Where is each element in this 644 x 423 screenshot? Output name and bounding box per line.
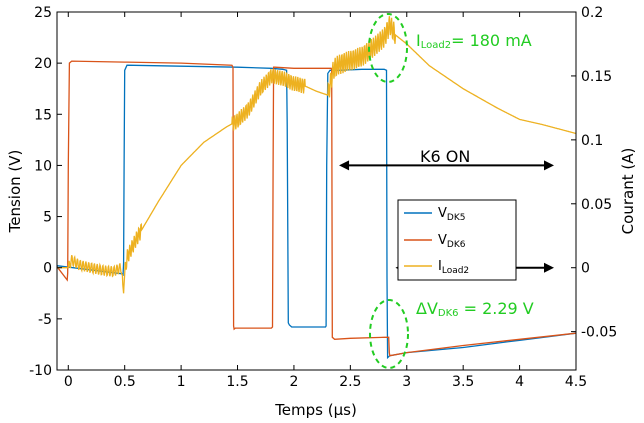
- y-left-tick-label: 10: [34, 158, 52, 174]
- iload-highlight-ellipse: [368, 13, 408, 83]
- k6-on-label: K6 ON: [420, 147, 470, 166]
- x-tick-label: 1: [177, 374, 186, 390]
- legend-label-vdk6: VDK6: [438, 233, 466, 250]
- iload-note: ILoad2= 180 mA: [416, 31, 532, 51]
- k5-on-arrow-head-right: [544, 262, 554, 273]
- legend-label-vdk5: VDK5: [438, 206, 465, 223]
- y-left-tick-label: 25: [34, 5, 52, 21]
- k6-on-arrow-head-right: [544, 160, 554, 171]
- y-left-tick-label: -5: [38, 312, 52, 328]
- x-tick-label: 3: [402, 374, 411, 390]
- iload-note-sub: Load2: [421, 40, 451, 51]
- k6-on-arrow-head-left: [339, 160, 350, 171]
- x-tick-label: 0: [64, 374, 73, 390]
- iload-note-value: = 180 mA: [451, 31, 532, 50]
- legend-label-iload2: ILoad2: [438, 259, 469, 276]
- iload-note-main: I: [416, 31, 421, 50]
- y-left-tick-label: 5: [43, 210, 52, 226]
- dv-note: ΔVDK6 = 2.29 V: [416, 299, 534, 319]
- x-tick-label: 4: [515, 374, 524, 390]
- series-line-i-load2: [57, 16, 577, 294]
- y-left-tick-label: 20: [34, 56, 52, 72]
- y-right-tick-label: 0.15: [581, 69, 612, 85]
- dv-note-sub: DK6: [438, 308, 459, 319]
- y-right-tick-label: 0.2: [581, 5, 603, 21]
- plot-background: [57, 12, 576, 370]
- dv-highlight-ellipse: [369, 299, 409, 369]
- y-left-tick-label: 0: [43, 261, 52, 277]
- dv-note-main: ΔV: [416, 299, 438, 318]
- series-layer: [56, 16, 577, 360]
- x-tick-label: 0.5: [114, 374, 136, 390]
- x-tick-label: 1.5: [226, 374, 248, 390]
- x-axis-title: Temps (µs): [274, 401, 357, 419]
- series-line-v-dk5: [56, 64, 577, 360]
- y-right-tick-label: -0.05: [581, 325, 617, 341]
- x-tick-label: 2: [289, 374, 298, 390]
- y-right-tick-label: 0.1: [581, 133, 603, 149]
- y-right-tick-label: 0: [581, 261, 590, 277]
- x-tick-label: 2.5: [339, 374, 361, 390]
- series-line-v-dk6: [56, 60, 577, 357]
- dv-note-value: = 2.29 V: [459, 299, 534, 318]
- y-axis-right-title: Courant (A): [619, 148, 637, 235]
- x-tick-label: 3.5: [452, 374, 474, 390]
- plot-frame: [56, 11, 577, 371]
- axes-layer: 0 0.5 1 1.5 2 2.5 3 3.5 4 4.5 -10 -5 0 5 10 15 20 25 -0.05…: [29, 5, 617, 390]
- y-axis-left-title: Tension (V): [6, 150, 24, 234]
- y-left-tick-label: 15: [34, 107, 52, 123]
- y-left-tick-label: -10: [29, 363, 52, 379]
- legend: VDK5 VDK6 ILoad2: [397, 199, 517, 281]
- y-right-tick-label: 0.05: [581, 197, 612, 213]
- x-tick-label: 4.5: [565, 374, 587, 390]
